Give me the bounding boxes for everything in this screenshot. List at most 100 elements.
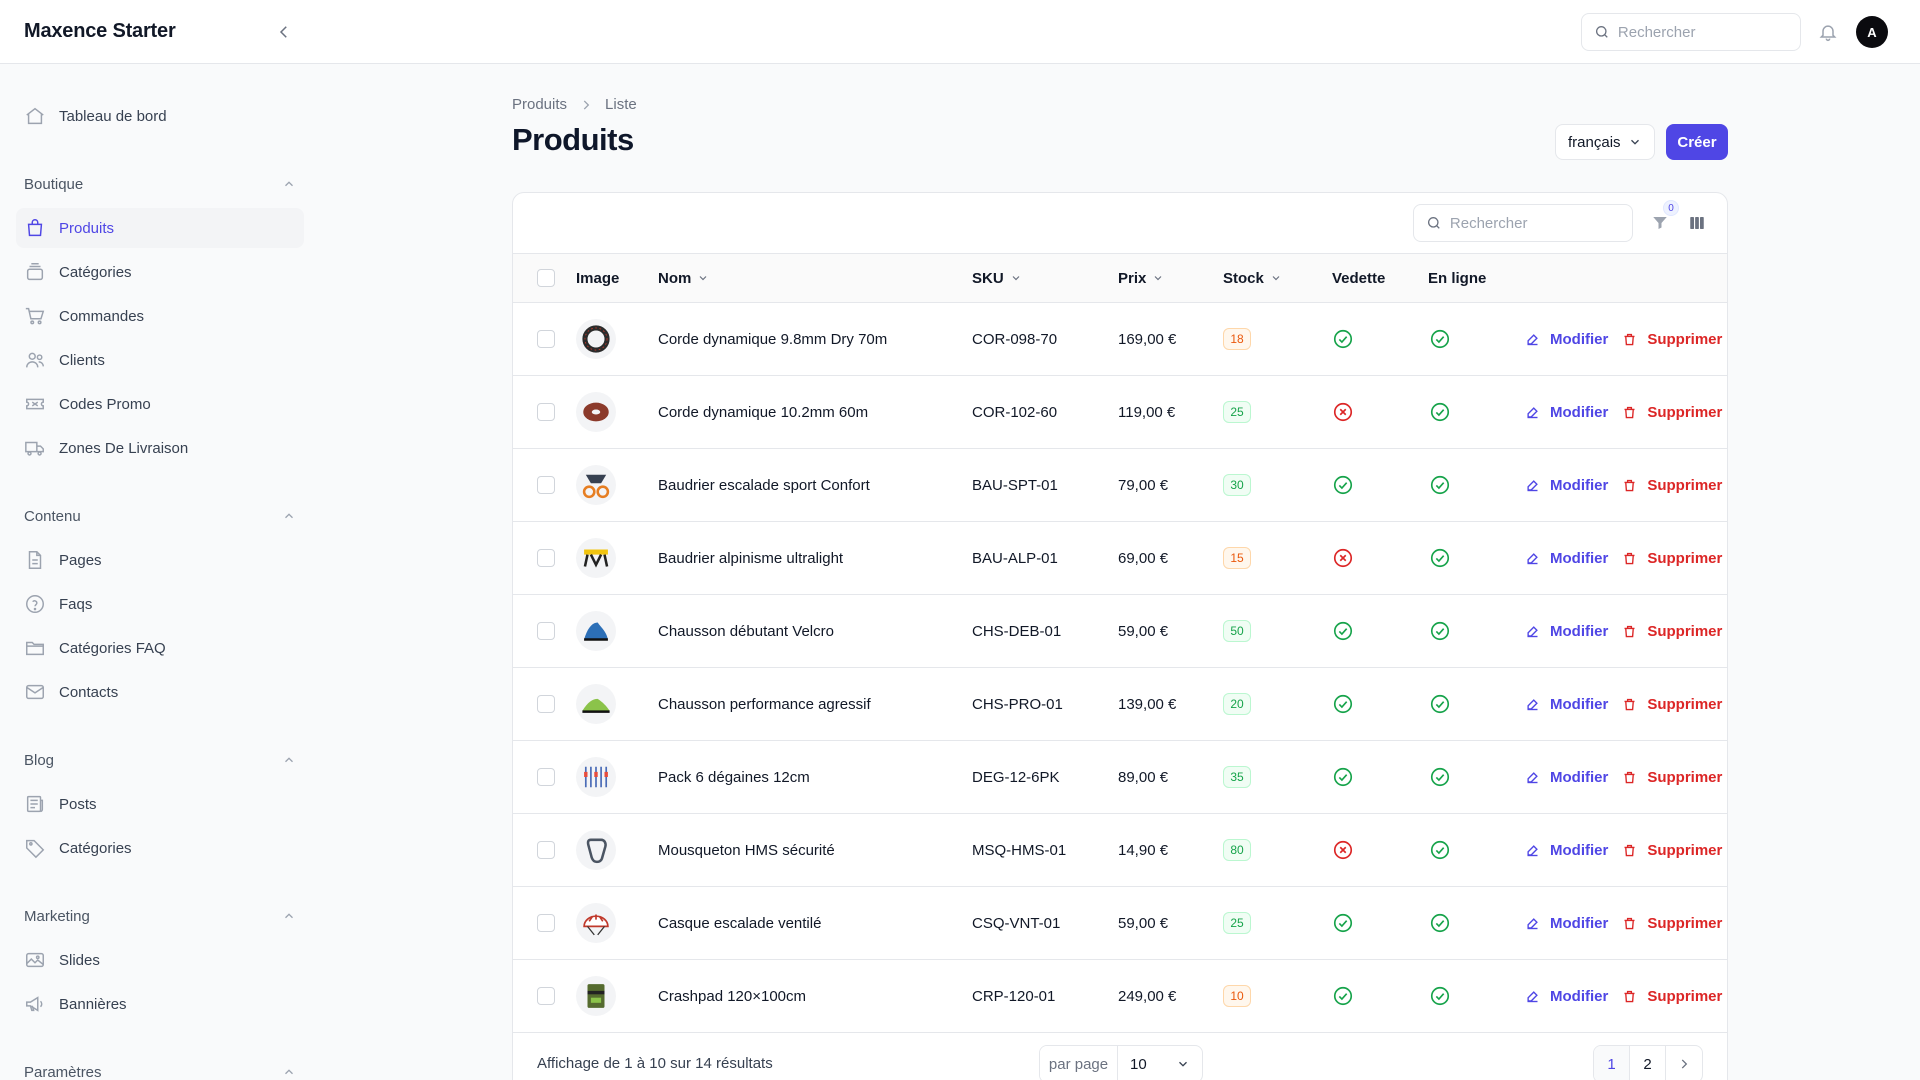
delete-button[interactable]: Supprimer xyxy=(1622,550,1722,567)
delete-label: Supprimer xyxy=(1647,476,1723,494)
edit-button[interactable]: Modifier xyxy=(1525,769,1608,786)
select-all-checkbox[interactable] xyxy=(537,269,555,287)
delete-label: Supprimer xyxy=(1647,914,1723,932)
product-sku: BAU-SPT-01 xyxy=(972,476,1058,494)
delete-button[interactable]: Supprimer xyxy=(1622,915,1722,932)
filter-button[interactable] xyxy=(1648,211,1672,235)
edit-button[interactable]: Modifier xyxy=(1525,623,1608,640)
table-search-input[interactable] xyxy=(1449,214,1632,232)
delete-button[interactable]: Supprimer xyxy=(1622,404,1722,421)
row-select-cell xyxy=(537,595,555,667)
row-checkbox[interactable] xyxy=(537,695,555,713)
row-checkbox[interactable] xyxy=(537,987,555,1005)
delete-button[interactable]: Supprimer xyxy=(1622,696,1722,713)
delete-button[interactable]: Supprimer xyxy=(1622,988,1722,1005)
sidebar-item-categories-faq[interactable]: Catégories FAQ xyxy=(16,628,304,668)
row-checkbox[interactable] xyxy=(537,768,555,786)
edit-label: Modifier xyxy=(1550,403,1609,421)
sidebar-item-categories[interactable]: Catégories xyxy=(16,252,304,292)
product-image-cell xyxy=(576,741,616,813)
sidebar-item-contacts[interactable]: Contacts xyxy=(16,672,304,712)
edit-button[interactable]: Modifier xyxy=(1525,404,1608,421)
delete-label: Supprimer xyxy=(1647,549,1723,567)
sidebar-group-parametres[interactable]: Paramètres xyxy=(24,1060,296,1080)
locale-select[interactable]: français xyxy=(1555,124,1655,160)
pencil-square-icon xyxy=(1525,916,1545,931)
row-select-cell xyxy=(537,814,555,886)
column-name[interactable]: Nom xyxy=(658,254,709,302)
sidebar-item-blog-categories[interactable]: Catégories xyxy=(16,828,304,868)
row-checkbox[interactable] xyxy=(537,841,555,859)
home-icon xyxy=(24,105,46,127)
edit-button[interactable]: Modifier xyxy=(1525,988,1608,1005)
collapse-sidebar-button[interactable] xyxy=(272,20,296,44)
sidebar-group-contenu[interactable]: Contenu xyxy=(24,504,296,528)
notifications-button[interactable] xyxy=(1816,20,1840,44)
next-page-button[interactable] xyxy=(1666,1046,1702,1080)
sidebar-item-codes-promo[interactable]: Codes Promo xyxy=(16,384,304,424)
sidebar-item-produits[interactable]: Produits xyxy=(16,208,304,248)
question-icon xyxy=(24,593,46,615)
edit-button[interactable]: Modifier xyxy=(1525,550,1608,567)
sidebar-item-posts[interactable]: Posts xyxy=(16,784,304,824)
create-button[interactable]: Créer xyxy=(1666,124,1728,160)
product-thumbnail xyxy=(576,903,616,943)
delete-button[interactable]: Supprimer xyxy=(1622,331,1722,348)
breadcrumb-produits[interactable]: Produits xyxy=(512,96,568,113)
product-price: 89,00 € xyxy=(1118,768,1169,786)
toggle-columns-button[interactable] xyxy=(1685,211,1709,235)
row-checkbox[interactable] xyxy=(537,622,555,640)
edit-label: Modifier xyxy=(1550,987,1609,1005)
sidebar-group-boutique[interactable]: Boutique xyxy=(24,172,296,196)
global-search[interactable] xyxy=(1581,13,1801,51)
edit-label: Modifier xyxy=(1550,476,1609,494)
row-select-cell xyxy=(537,449,555,521)
page-1-button[interactable]: 1 xyxy=(1594,1046,1630,1080)
column-sku[interactable]: SKU xyxy=(972,254,1022,302)
row-checkbox[interactable] xyxy=(537,403,555,421)
pencil-square-icon xyxy=(1525,551,1545,566)
pencil-square-icon xyxy=(1525,405,1545,420)
breadcrumb-liste: Liste xyxy=(605,96,637,113)
stock-badge: 18 xyxy=(1223,328,1251,350)
sidebar-item-faqs[interactable]: Faqs xyxy=(16,584,304,624)
row-checkbox[interactable] xyxy=(537,476,555,494)
per-page-select[interactable]: 10 xyxy=(1118,1046,1202,1080)
sidebar-item-commandes[interactable]: Commandes xyxy=(16,296,304,336)
column-stock[interactable]: Stock xyxy=(1223,254,1282,302)
delete-button[interactable]: Supprimer xyxy=(1622,769,1722,786)
table-row: Chausson débutant Velcro CHS-DEB-01 59,00 … xyxy=(513,595,1727,668)
sidebar-item-slides[interactable]: Slides xyxy=(16,940,304,980)
row-actions: Modifier Supprimer xyxy=(1525,887,1722,959)
sidebar-item-zones-livraison[interactable]: Zones De Livraison xyxy=(16,428,304,468)
row-checkbox[interactable] xyxy=(537,330,555,348)
delete-button[interactable]: Supprimer xyxy=(1622,477,1722,494)
sidebar-item-dashboard[interactable]: Tableau de bord xyxy=(16,96,304,136)
shopping-bag-icon xyxy=(24,217,46,239)
x-circle-icon xyxy=(1332,522,1354,594)
delete-button[interactable]: Supprimer xyxy=(1622,842,1722,859)
row-checkbox[interactable] xyxy=(537,914,555,932)
row-checkbox[interactable] xyxy=(537,549,555,567)
table-search[interactable] xyxy=(1413,204,1633,242)
edit-button[interactable]: Modifier xyxy=(1525,696,1608,713)
column-price[interactable]: Prix xyxy=(1118,254,1164,302)
edit-button[interactable]: Modifier xyxy=(1525,915,1608,932)
page-2-button[interactable]: 2 xyxy=(1630,1046,1666,1080)
edit-button[interactable]: Modifier xyxy=(1525,331,1608,348)
sidebar-group-marketing[interactable]: Marketing xyxy=(24,904,296,928)
sidebar-item-bannieres[interactable]: Bannières xyxy=(16,984,304,1024)
user-avatar[interactable]: A xyxy=(1856,16,1888,48)
edit-button[interactable]: Modifier xyxy=(1525,842,1608,859)
product-name: Chausson débutant Velcro xyxy=(658,622,834,640)
edit-button[interactable]: Modifier xyxy=(1525,477,1608,494)
product-sku: MSQ-HMS-01 xyxy=(972,841,1067,859)
delete-button[interactable]: Supprimer xyxy=(1622,623,1722,640)
sidebar-item-clients[interactable]: Clients xyxy=(16,340,304,380)
products-table-card: 0 Image Nom SKU Prix Stock Vedette En li… xyxy=(512,192,1728,1080)
sidebar-item-pages[interactable]: Pages xyxy=(16,540,304,580)
per-page-value: 10 xyxy=(1130,1055,1147,1073)
stock-badge: 50 xyxy=(1223,620,1251,642)
global-search-input[interactable] xyxy=(1617,23,1800,41)
sidebar-group-blog[interactable]: Blog xyxy=(24,748,296,772)
